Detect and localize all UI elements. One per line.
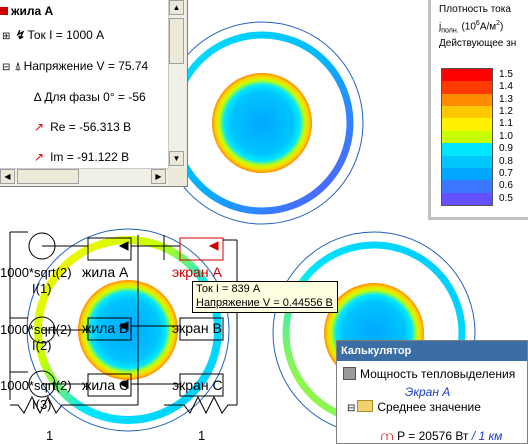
unit-paren: (10: [461, 21, 476, 33]
legend-swatch: [442, 155, 492, 168]
tree-item-current[interactable]: ⊞ ↯ Ток I = 1000 А: [2, 24, 104, 46]
resistor-label-2: 1: [198, 428, 206, 443]
screen-c-label[interactable]: экран С: [172, 377, 223, 393]
legend-tick-label: 0.6: [499, 180, 513, 192]
calc-folder-label: Среднее значение: [377, 400, 481, 414]
calculator-title-bar[interactable]: Калькулятор: [337, 341, 527, 361]
checkbox-icon[interactable]: [343, 367, 356, 380]
legend-tick-label: 0.5: [499, 192, 513, 204]
unit-rest: А/м: [479, 21, 497, 33]
calc-power-item[interactable]: ⩋ P = 20576 Вт / 1 км: [381, 429, 502, 444]
source-label-2: 1000*sqrt(2): [0, 322, 72, 337]
tree-phase-label: Для фазы 0° = -56: [44, 90, 146, 104]
legend-swatch: [442, 69, 492, 82]
source-label-1: 1000*sqrt(2): [0, 265, 72, 280]
tree-item-im[interactable]: ↗ Im = -91.122 В: [34, 146, 129, 168]
scroll-down-arrow-icon[interactable]: ▼: [169, 151, 184, 166]
legend-tick-label: 0.8: [499, 155, 513, 167]
cube-icon: [0, 7, 8, 15]
probe-tooltip: Ток I = 839 А Напряжение V = 0.44556 В: [192, 281, 338, 313]
legend-tick-label: 1.2: [499, 106, 513, 118]
calc-subject: Экран А: [405, 385, 451, 399]
screen-b-label[interactable]: экран В: [172, 320, 222, 336]
legend-tick-label: 1.4: [499, 81, 513, 93]
unit-prefix: j: [439, 21, 442, 33]
tooltip-current: Ток I = 839 А: [196, 283, 261, 295]
legend-swatch: [442, 81, 492, 94]
legend-swatch: [442, 167, 492, 181]
scroll-up-arrow-icon[interactable]: ▲: [169, 0, 184, 15]
hscroll-thumb[interactable]: [17, 169, 79, 184]
core-c-label[interactable]: жила С: [82, 377, 130, 393]
phase-label-2: I(2): [32, 338, 52, 353]
legend-swatch: [442, 192, 492, 205]
source-label-3: 1000*sqrt(2): [0, 378, 72, 393]
tree-item-voltage[interactable]: ⊟ ⍋ Напряжение V = 75.74: [2, 55, 148, 77]
calc-item-label: Мощность тепловыделения: [360, 367, 516, 381]
tooltip-voltage: Напряжение V = 0.44556 В: [196, 297, 333, 309]
unit-close: ): [500, 21, 504, 33]
calc-item-heat[interactable]: Мощность тепловыделения: [343, 367, 515, 381]
core-b-label[interactable]: жила В: [82, 320, 129, 336]
phase-icon: ∆: [34, 90, 42, 104]
legend-mode: Действующее зн: [439, 38, 517, 49]
collapse-minus-icon[interactable]: ⊟: [347, 403, 356, 414]
legend-tick-label: 0.9: [499, 143, 513, 155]
legend-tick-label: 1.0: [499, 130, 513, 142]
scroll-thumb[interactable]: [169, 18, 184, 64]
legend-swatch: [442, 93, 492, 107]
tree-item-re[interactable]: ↗ Re = -56.313 В: [34, 116, 131, 138]
scroll-left-arrow-icon[interactable]: ◀: [0, 169, 15, 184]
tree-re-label: Re = -56.313 В: [50, 120, 132, 134]
legend-unit: jполн. (106А/м2): [439, 20, 503, 34]
unit-sub: полн.: [441, 27, 459, 35]
legend-swatch: [442, 180, 492, 193]
tree-root-item[interactable]: жила А: [0, 0, 53, 22]
imag-part-icon: ↗: [34, 150, 45, 164]
current-probe-icon: ↯: [14, 28, 25, 42]
collapse-minus-icon[interactable]: ⊟: [2, 62, 11, 73]
legend-tick-label: 0.7: [499, 167, 513, 179]
tree-im-label: Im = -91.122 В: [50, 150, 130, 164]
tree-vertical-scrollbar[interactable]: ▲ ▼: [168, 0, 186, 168]
legend-title: Плотность тока: [439, 4, 511, 15]
legend-tick-label: 1.3: [499, 93, 513, 105]
tree-item-phase[interactable]: ∆ Для фазы 0° = -56: [34, 86, 146, 108]
folder-icon: [357, 400, 374, 412]
tree-root-label: жила А: [11, 4, 54, 18]
legend-color-bar: [441, 68, 493, 206]
legend-swatch: [442, 118, 492, 131]
screen-a-label[interactable]: экран А: [172, 264, 222, 280]
tree-horizontal-scrollbar[interactable]: ◀ ▶: [0, 168, 168, 186]
legend-swatch: [442, 143, 492, 156]
core-a-label[interactable]: жила А: [82, 264, 129, 280]
color-legend-panel: Плотность тока jполн. (106А/м2) Действую…: [428, 0, 528, 220]
scroll-right-arrow-icon[interactable]: ▶: [151, 169, 166, 184]
expand-plus-icon[interactable]: ⊞: [2, 31, 11, 42]
calculator-window: Калькулятор Мощность тепловыделения Экра…: [336, 340, 528, 444]
legend-swatch: [442, 106, 492, 119]
tree-current-label: Ток I = 1000 А: [27, 28, 105, 42]
cable-a-section: [160, 21, 364, 225]
properties-tree: жила А ⊞ ↯ Ток I = 1000 А ⊟ ⍋ Напряжение V =…: [0, 0, 168, 168]
resistor-label-1: 1: [46, 428, 54, 443]
legend-tick-label: 1.5: [499, 69, 513, 80]
calc-folder-item[interactable]: ⊟ Среднее значение: [347, 400, 481, 414]
phase-label-1: I(1): [32, 281, 52, 296]
calc-power-value: P = 20576 Вт: [397, 429, 469, 443]
unit-exp2: 2: [496, 20, 501, 27]
calc-power-per: / 1 км: [471, 429, 503, 443]
legend-tick-label: 1.1: [499, 118, 513, 130]
phase-label-3: I(3): [32, 397, 52, 412]
legend-swatch: [442, 130, 492, 144]
power-icon: ⩋: [381, 429, 394, 443]
unit-exp: 6: [475, 20, 480, 27]
real-part-icon: ↗: [34, 120, 45, 134]
tree-voltage-label: Напряжение V = 75.74: [23, 59, 149, 73]
properties-tree-panel: жила А ⊞ ↯ Ток I = 1000 А ⊟ ⍋ Напряжение V =…: [0, 0, 188, 187]
circuit-schematic: [9, 231, 238, 415]
voltage-probe-icon: ⍋: [14, 59, 22, 73]
